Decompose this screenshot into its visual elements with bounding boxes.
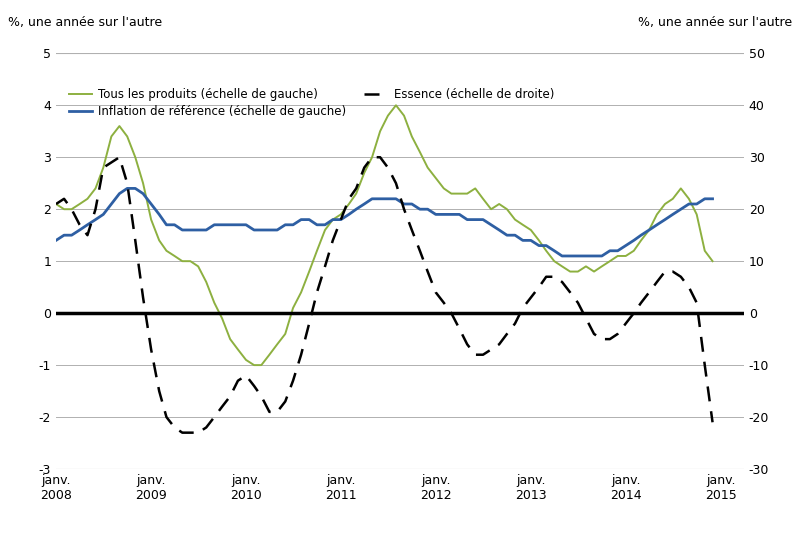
Text: %, une année sur l'autre: %, une année sur l'autre [638, 16, 792, 29]
Legend: Tous les produits (échelle de gauche), Inflation de référence (échelle de gauche: Tous les produits (échelle de gauche), I… [69, 88, 554, 118]
Text: %, une année sur l'autre: %, une année sur l'autre [8, 16, 162, 29]
